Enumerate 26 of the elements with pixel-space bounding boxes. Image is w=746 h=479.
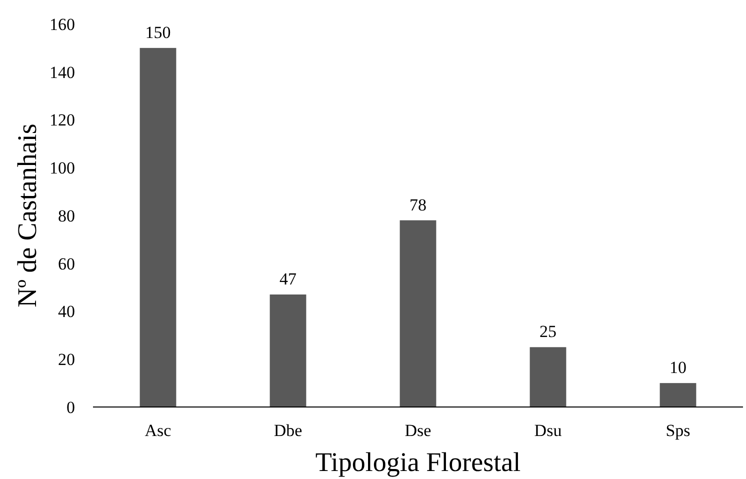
bar (270, 294, 306, 407)
y-tick-label: 100 (50, 158, 75, 178)
y-tick-label: 60 (58, 254, 75, 274)
y-tick-label: 40 (58, 302, 75, 322)
y-tick-label: 80 (58, 206, 75, 226)
y-tick-label: 0 (66, 398, 75, 417)
bar (400, 220, 436, 407)
bar (660, 383, 696, 407)
data-label: 10 (670, 358, 686, 378)
data-label: 47 (280, 269, 297, 288)
y-tick-label: 20 (58, 350, 75, 370)
y-tick-label: 120 (50, 110, 75, 130)
y-axis-title: Nº de Castanhais (12, 124, 42, 308)
bar (140, 48, 176, 407)
x-axis-title: Tipologia Florestal (315, 447, 521, 477)
y-tick-label: 140 (50, 62, 75, 82)
x-tick-label: Dsu (534, 421, 562, 440)
x-tick-label: Asc (144, 421, 172, 440)
x-tick-label: Sps (666, 421, 690, 440)
x-tick-label: Dbe (274, 421, 302, 440)
data-label: 78 (410, 195, 426, 214)
y-tick-label: 160 (50, 14, 75, 34)
data-label: 25 (540, 322, 556, 342)
data-label: 150 (145, 22, 171, 42)
x-tick-label: Dse (404, 421, 432, 440)
bar (530, 347, 566, 407)
